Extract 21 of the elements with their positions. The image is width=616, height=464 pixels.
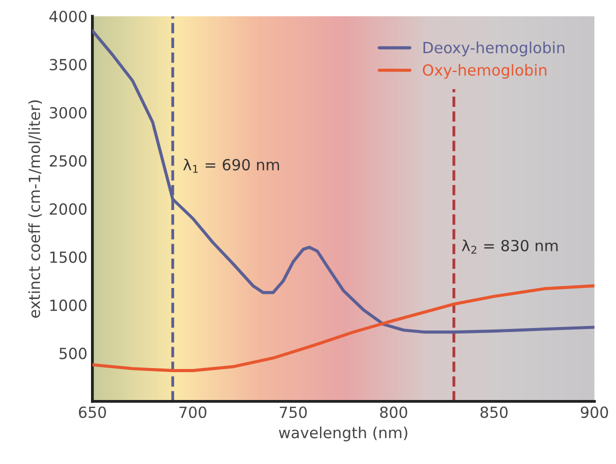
y-tick-label: 3500 [50, 58, 87, 70]
y-tick-label: 3000 [50, 106, 87, 119]
y-tick-label: 2000 [50, 203, 87, 215]
y-axis-title: extinct coeff (cm-1/mol/liter) [28, 100, 42, 318]
x-axis-title: wavelength (nm) [278, 426, 408, 442]
x-tick-label: 850 [480, 406, 508, 418]
x-tick-label: 800 [380, 406, 408, 418]
y-tick-label: 500 [60, 348, 87, 360]
x-tick-label: 750 [280, 406, 307, 418]
legend-label: Oxy-hemoglobin [422, 64, 546, 79]
y-tick-label: 1000 [50, 300, 87, 312]
y-tick-label: 1500 [50, 251, 87, 263]
line-series [92, 284, 594, 372]
x-tick-label: 900 [580, 406, 608, 418]
ref-line-label: λ$_{2}$ = 830 nm [462, 240, 558, 254]
x-tick-label: 700 [179, 406, 206, 418]
ref-line-label: λ$_{1}$ = 690 nm [183, 158, 279, 173]
y-tick-label: 2500 [50, 155, 87, 167]
x-tick-label: 650 [78, 406, 106, 418]
y-tick-label: 4000 [49, 10, 87, 22]
legend-label: Deoxy-hemoglobin [424, 42, 564, 56]
